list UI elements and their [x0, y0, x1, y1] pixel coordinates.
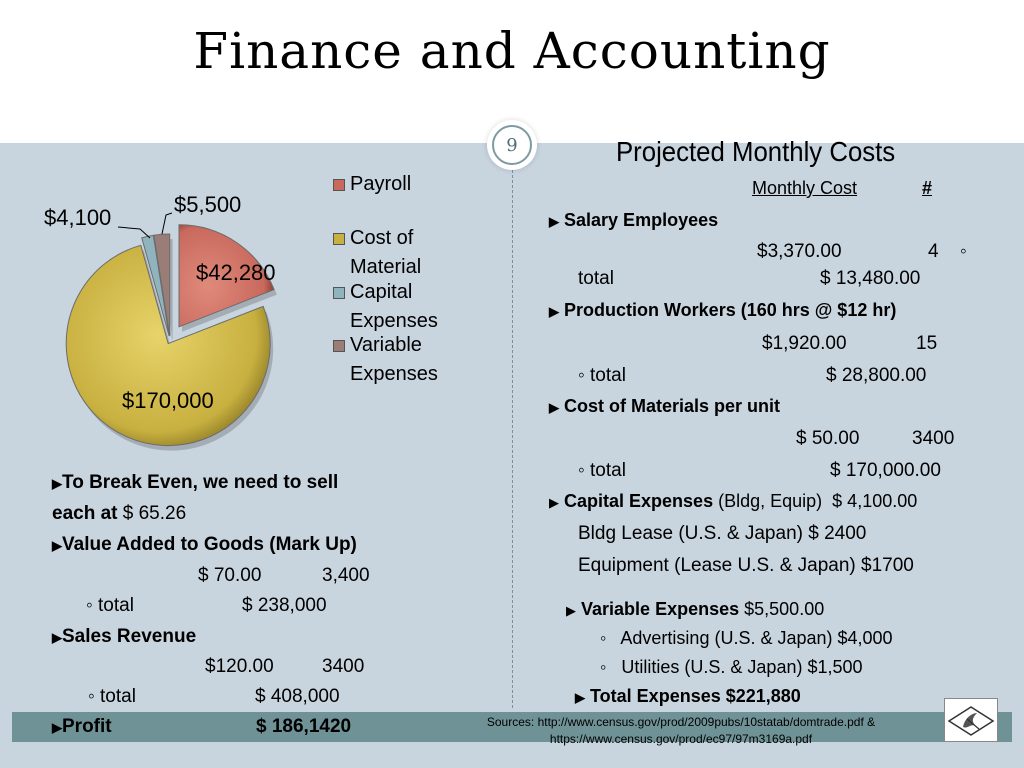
pie-label-variable: $5,500 — [174, 192, 242, 217]
pie-slice-material — [65, 244, 271, 447]
source-line-1: Sources: http://www.census.gov/prod/2009… — [486, 715, 876, 729]
legend-swatch-variable — [333, 340, 345, 352]
salary-heading: ▶ Salary Employees — [549, 210, 719, 230]
value-added-heading: ▶Value Added to Goods (Mark Up) — [52, 534, 357, 555]
variable-line-utilities: ◦ Utilities (U.S. & Japan) $1,500 — [600, 657, 863, 677]
legend-swatch-payroll — [333, 179, 345, 191]
col-header-monthly-cost: Monthly Cost — [752, 178, 858, 198]
production-count: 15 — [916, 333, 938, 354]
capital-line-equipment: Equipment (Lease U.S. & Japan) $1700 — [578, 555, 914, 576]
profit-label: ▶Profit — [52, 716, 112, 737]
pie-label-capital: $4,100 — [44, 205, 112, 230]
salary-total: $ 13,480.00 — [820, 268, 921, 289]
pie-slice-variable — [153, 233, 171, 337]
break-even-line-2: each at $ 65.26 — [52, 503, 187, 524]
production-total: $ 28,800.00 — [826, 365, 927, 386]
break-even-line-1: ▶To Break Even, we need to sell — [52, 472, 339, 493]
pie-leader-lines — [117, 212, 173, 239]
capital-line-bldg: Bldg Lease (U.S. & Japan) $ 2400 — [578, 523, 867, 544]
footer-bar — [12, 712, 1012, 742]
profit-value: $ 186,1420 — [256, 716, 352, 737]
total-expenses: ▶ Total Expenses $221,880 — [575, 686, 801, 706]
legend-swatch-material — [333, 233, 345, 245]
legend-variable-2: Expenses — [350, 363, 438, 385]
slide-number: 9 — [492, 125, 532, 165]
sales-total-label: ◦ total — [88, 686, 136, 707]
slide-header: Finance and Accounting — [0, 0, 1024, 143]
leader-line-variable — [161, 212, 173, 235]
materials-heading: ▶ Cost of Materials per unit — [549, 396, 781, 416]
variable-value: $5,500.00 — [744, 599, 825, 619]
slide-title: Finance and Accounting — [193, 22, 831, 80]
value-added-price: $ 70.00 — [198, 565, 262, 586]
capital-heading: ▶ Capital Expenses (Bldg, Equip) $ 4,100… — [549, 491, 918, 511]
slide-number-badge: 9 — [487, 120, 537, 170]
capital-value: $ 4,100.00 — [832, 491, 918, 511]
source-line-2: https://www.census.gov/prod/ec97/97m3169… — [549, 732, 813, 746]
legend-capital-2: Expenses — [350, 310, 438, 332]
value-added-total: $ 238,000 — [242, 595, 327, 616]
cost-pie-chart — [65, 224, 277, 451]
production-total-label: ◦ total — [578, 365, 626, 386]
sales-qty: 3400 — [322, 656, 365, 677]
legend-material-1: Cost of — [350, 227, 414, 249]
materials-cost: $ 50.00 — [796, 428, 860, 449]
legend-payroll: Payroll — [350, 173, 412, 195]
production-heading: ▶ Production Workers (160 hrs @ $12 hr) — [549, 300, 897, 320]
variable-heading: ▶ Variable Expenses $5,500.00 — [566, 599, 825, 619]
salary-count: 4 — [928, 241, 939, 262]
column-divider — [512, 170, 513, 708]
materials-total: $ 170,000.00 — [830, 460, 941, 481]
value-added-qty: 3,400 — [322, 565, 370, 586]
value-added-total-label: ◦ total — [86, 595, 134, 616]
legend-variable-1: Variable — [350, 334, 422, 356]
sources-note: Sources: http://www.census.gov/prod/2009… — [466, 714, 896, 748]
variable-line-advertising: ◦ Advertising (U.S. & Japan) $4,000 — [600, 628, 893, 648]
production-cost: $1,920.00 — [762, 333, 847, 354]
salary-total-label: total — [578, 268, 614, 289]
leader-line-capital — [117, 226, 151, 239]
legend-material-2: Material — [350, 256, 422, 278]
sales-price: $120.00 — [205, 656, 274, 677]
section-title: Projected Monthly Costs — [616, 136, 896, 167]
break-even-value: $ 65.26 — [122, 503, 187, 524]
legend-swatch-capital — [333, 287, 345, 299]
sales-total: $ 408,000 — [255, 686, 340, 707]
sales-revenue-heading: ▶Sales Revenue — [52, 626, 197, 647]
company-logo — [944, 698, 998, 742]
materials-count: 3400 — [912, 428, 955, 449]
salary-bullet: ◦ — [960, 241, 967, 262]
salary-cost: $3,370.00 — [757, 241, 842, 262]
pie-label-material: $170,000 — [122, 388, 214, 413]
legend-capital-1: Capital — [350, 281, 413, 303]
logo-mark-icon — [947, 706, 995, 736]
col-header-count: # — [922, 178, 933, 198]
pie-label-payroll: $42,280 — [196, 260, 276, 285]
footer-area — [0, 712, 1024, 768]
pie-slice-payroll — [178, 224, 275, 328]
materials-total-label: ◦ total — [578, 460, 626, 481]
